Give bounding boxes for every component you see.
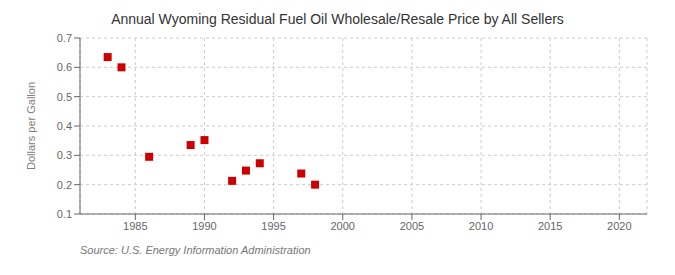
svg-text:0.1: 0.1: [57, 208, 72, 220]
svg-text:0.4: 0.4: [57, 120, 72, 132]
svg-text:1985: 1985: [123, 220, 147, 232]
svg-text:2000: 2000: [331, 220, 355, 232]
html-text:Source: U.S. Energy Informatio: Source: U.S. Energy Information Administ…: [80, 244, 311, 256]
svg-text:0.3: 0.3: [57, 149, 72, 161]
svg-text:2005: 2005: [400, 220, 424, 232]
svg-text:0.5: 0.5: [57, 91, 72, 103]
svg-text:0.6: 0.6: [57, 61, 72, 73]
svg-text:2020: 2020: [607, 220, 631, 232]
svg-text:1990: 1990: [192, 220, 216, 232]
svg-text:1995: 1995: [261, 220, 285, 232]
svg-text:2015: 2015: [538, 220, 562, 232]
html-text:Annual Wyoming Residual Fuel O: Annual Wyoming Residual Fuel Oil Wholesa…: [111, 11, 564, 27]
svg-text:0.2: 0.2: [57, 179, 72, 191]
svg-text:2010: 2010: [469, 220, 493, 232]
svg-text:0.7: 0.7: [57, 32, 72, 44]
svg-text:Dollars per Gallon: Dollars per Gallon: [25, 82, 37, 170]
